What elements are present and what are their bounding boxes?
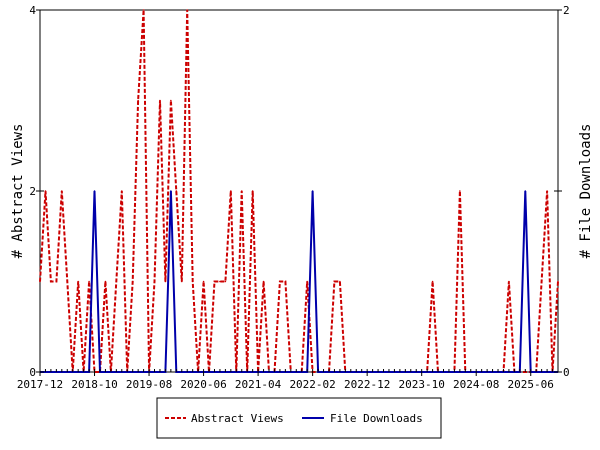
series-line-file-downloads <box>40 190 558 373</box>
x-tick-label: 2017-12 <box>17 378 63 391</box>
series-layer <box>39 9 559 373</box>
data-point <box>219 280 221 283</box>
legend-label-abstract-views: Abstract Views <box>191 412 284 425</box>
legend-box <box>156 397 442 439</box>
x-tick-label: 2020-06 <box>180 378 226 391</box>
data-point <box>191 280 194 283</box>
data-point <box>175 190 178 192</box>
data-point <box>540 280 543 283</box>
data-point <box>311 190 314 192</box>
data-point <box>240 190 243 192</box>
y-axis-right-title: # File Downloads <box>578 124 594 259</box>
data-point <box>170 190 172 192</box>
data-point <box>115 280 118 283</box>
data-point <box>251 190 254 192</box>
data-point <box>306 280 308 283</box>
series-line-abstract-views <box>39 9 559 373</box>
x-tick-label: 2025-06 <box>508 378 554 391</box>
data-point <box>333 280 336 283</box>
x-tick-label: 2019-08 <box>126 378 172 391</box>
data-point <box>44 190 47 192</box>
y-left-tick-label: 2 <box>29 185 36 198</box>
data-point <box>77 280 79 283</box>
plot-frame-layer <box>39 9 559 373</box>
data-point <box>508 280 510 283</box>
data-point <box>180 280 183 283</box>
legend: Abstract Views File Downloads <box>156 397 442 439</box>
data-point <box>284 280 287 283</box>
data-point <box>202 280 205 283</box>
data-point <box>104 280 107 283</box>
data-point <box>142 9 145 11</box>
data-point <box>213 280 216 283</box>
data-point <box>164 280 167 283</box>
data-point <box>55 280 58 283</box>
data-point <box>170 99 172 102</box>
x-tick-label: 2018-10 <box>71 378 117 391</box>
x-tick-label: 2021-04 <box>235 378 282 391</box>
data-point <box>50 280 52 283</box>
data-point <box>120 190 123 192</box>
data-point <box>137 99 139 102</box>
y-right-tick-label: 2 <box>563 4 570 17</box>
y-left-tick-label: 0 <box>29 366 36 379</box>
data-point <box>88 280 90 283</box>
data-point <box>39 280 41 283</box>
data-point <box>159 99 161 102</box>
data-point <box>186 9 189 11</box>
data-point <box>262 280 265 283</box>
data-point <box>93 190 96 192</box>
data-point <box>230 190 232 192</box>
data-point <box>524 190 527 192</box>
data-point <box>224 280 227 283</box>
y-left-tick-label: 4 <box>29 4 36 17</box>
data-point <box>557 280 559 283</box>
x-tick-label: 2023-10 <box>399 378 445 391</box>
legend-label-file-downloads: File Downloads <box>330 412 423 425</box>
y-axis-left-title: # Abstract Views <box>10 124 26 259</box>
data-point <box>61 190 63 192</box>
data-point <box>66 280 69 283</box>
x-tick-label: 2024-08 <box>453 378 499 391</box>
y-right-tick-label: 0 <box>563 366 570 379</box>
plot-frame <box>39 9 559 373</box>
data-point <box>459 190 461 192</box>
data-point <box>546 190 548 192</box>
data-point <box>279 280 281 283</box>
data-point <box>431 280 434 283</box>
data-point <box>131 280 134 283</box>
x-tick-label: 2022-02 <box>289 378 335 391</box>
data-point <box>153 280 156 283</box>
tick-layer: 2017-12 2018-10 2019-08 2020-06 2021-04 2022-… <box>17 4 570 391</box>
x-tick-label: 2022-12 <box>344 378 390 391</box>
data-point <box>339 280 341 283</box>
